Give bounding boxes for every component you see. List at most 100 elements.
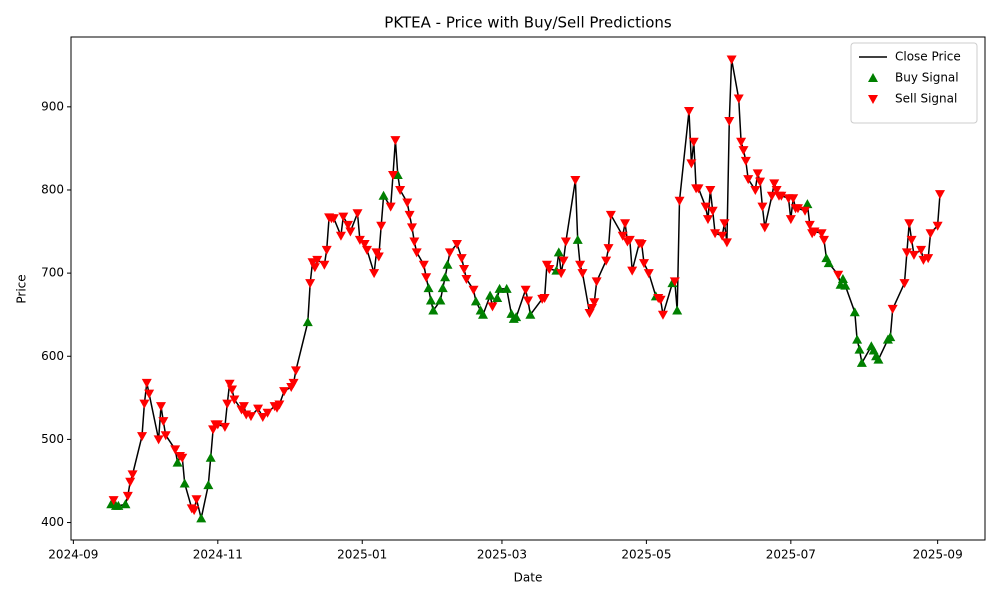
sell-marker [769, 179, 780, 189]
sell-marker [624, 235, 635, 245]
sell-marker [539, 294, 550, 304]
y-tick-label: 700 [41, 266, 64, 280]
sell-marker [788, 194, 799, 204]
sell-marker [212, 420, 223, 430]
sell-marker [177, 453, 188, 463]
sell-marker [404, 210, 415, 220]
sell-marker [345, 227, 356, 237]
sell-marker [451, 240, 462, 250]
sell-marker [290, 366, 301, 376]
buy-marker [868, 73, 878, 82]
buy-marker [120, 499, 131, 509]
x-tick-label: 2024-09 [48, 548, 98, 562]
sell-marker [740, 156, 751, 166]
sell-marker [674, 196, 685, 206]
sell-marker [603, 244, 614, 254]
sell-marker [710, 229, 721, 239]
sell-marker [935, 190, 946, 200]
buy-marker [852, 334, 863, 344]
buy-marker [840, 280, 851, 290]
sell-marker [818, 235, 829, 245]
legend-label: Buy Signal [895, 71, 959, 85]
sell-marker [724, 116, 735, 126]
sell-marker [721, 238, 732, 248]
sell-marker [669, 277, 680, 287]
sell-marker [755, 177, 766, 187]
buy-marker [856, 357, 867, 367]
sell-marker [444, 248, 455, 258]
sell-marker [170, 445, 181, 455]
sell-marker [257, 412, 268, 422]
sell-marker [279, 387, 290, 397]
buy-marker [196, 513, 207, 523]
sell-marker [459, 264, 470, 274]
x-axis-label: Date [514, 571, 543, 585]
sell-marker [643, 269, 654, 279]
sell-marker [319, 260, 330, 270]
sell-marker [916, 245, 927, 255]
buy-marker [885, 332, 896, 342]
sell-marker [792, 204, 803, 214]
sell-marker [421, 273, 432, 283]
sell-marker [719, 219, 730, 229]
sell-marker [833, 270, 844, 280]
sell-marker [684, 106, 695, 116]
buy-marker [205, 452, 216, 462]
sell-marker [743, 175, 754, 185]
sell-marker [352, 209, 363, 219]
y-axis-label: Price [15, 274, 29, 303]
sell-marker [800, 206, 811, 216]
buy-marker [437, 283, 448, 293]
y-tick-label: 500 [41, 432, 64, 446]
sell-marker [771, 185, 782, 195]
sell-marker [657, 310, 668, 320]
sell-marker [321, 245, 332, 255]
sell-marker [707, 206, 718, 216]
sell-marker [925, 229, 936, 239]
buy-marker [873, 354, 884, 364]
sell-marker [456, 254, 467, 264]
sell-marker [750, 185, 761, 195]
sell-marker [544, 264, 555, 274]
sell-marker [305, 279, 316, 289]
sell-marker [733, 94, 744, 104]
sell-marker [369, 269, 380, 279]
sell-marker [343, 220, 354, 230]
sell-marker [338, 212, 349, 222]
sell-marker [262, 408, 273, 418]
legend-label: Close Price [895, 50, 961, 64]
buy-marker [172, 457, 183, 467]
sell-marker [402, 198, 413, 208]
buy-marker [823, 258, 834, 268]
sell-marker [899, 279, 910, 289]
sell-marker [757, 202, 768, 212]
sell-marker [904, 219, 915, 229]
sell-marker [253, 404, 264, 414]
sell-marker [752, 169, 763, 179]
sell-marker [589, 298, 600, 308]
sell-marker [906, 235, 917, 245]
sell-marker [901, 248, 912, 258]
y-tick-label: 900 [41, 99, 64, 113]
sell-marker [655, 295, 666, 305]
sell-marker [411, 248, 422, 258]
sell-marker [189, 506, 200, 516]
y-tick-label: 600 [41, 349, 64, 363]
buy-marker [837, 273, 848, 283]
x-tick-label: 2025-03 [477, 548, 527, 562]
sell-marker [376, 221, 387, 231]
sell-marker [274, 400, 285, 410]
sell-marker [160, 431, 171, 441]
sell-marker [125, 477, 136, 487]
legend-label: Sell Signal [895, 92, 957, 106]
sell-marker [461, 274, 472, 284]
sell-marker [328, 214, 339, 224]
sell-marker [219, 422, 230, 432]
legend-box [850, 42, 978, 124]
sell-marker [409, 237, 420, 247]
sell-marker [359, 240, 370, 250]
sell-marker [229, 395, 240, 405]
plot-frame [70, 36, 986, 541]
x-tick-label: 2024-11 [193, 548, 243, 562]
sell-marker [738, 146, 749, 156]
